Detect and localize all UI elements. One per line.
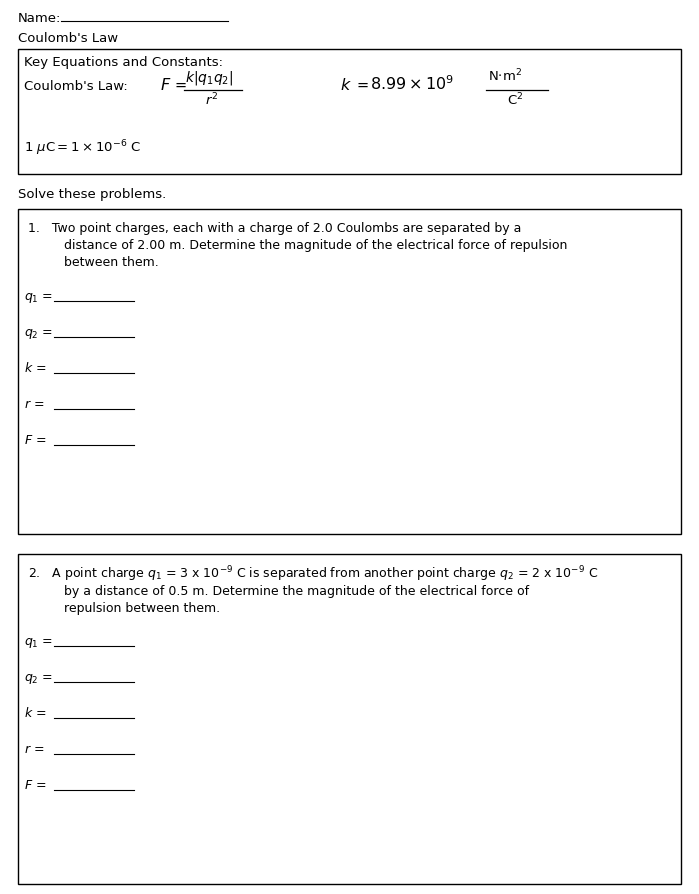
Text: by a distance of 0.5 m. Determine the magnitude of the electrical force of: by a distance of 0.5 m. Determine the ma… xyxy=(64,585,529,597)
Text: $\mathrm{C^2}$: $\mathrm{C^2}$ xyxy=(507,91,524,108)
Text: =: = xyxy=(356,78,368,93)
Text: distance of 2.00 m. Determine the magnitude of the electrical force of repulsion: distance of 2.00 m. Determine the magnit… xyxy=(64,239,568,252)
Text: $r$ =: $r$ = xyxy=(24,398,44,410)
Text: $q_1$ =: $q_1$ = xyxy=(24,291,53,305)
Text: between them.: between them. xyxy=(64,256,159,269)
Text: Coulomb's Law: Coulomb's Law xyxy=(18,32,118,45)
Text: $q_1$ =: $q_1$ = xyxy=(24,636,53,649)
Text: Key Equations and Constants:: Key Equations and Constants: xyxy=(24,56,223,69)
Text: $k$ =: $k$ = xyxy=(24,705,46,719)
Text: 1.   Two point charges, each with a charge of 2.0 Coulombs are separated by a: 1. Two point charges, each with a charge… xyxy=(28,222,521,235)
Text: Name:: Name: xyxy=(18,12,62,25)
Text: $\mathrm{N{\cdot}m^2}$: $\mathrm{N{\cdot}m^2}$ xyxy=(488,67,522,84)
Text: $F$ =: $F$ = xyxy=(24,778,46,791)
Text: repulsion between them.: repulsion between them. xyxy=(64,602,220,614)
Text: Solve these problems.: Solve these problems. xyxy=(18,188,166,201)
Text: =: = xyxy=(174,78,186,93)
Text: $k$: $k$ xyxy=(340,77,352,93)
Text: $q_2$ =: $q_2$ = xyxy=(24,671,53,685)
Bar xyxy=(18,210,681,535)
Text: $F$ =: $F$ = xyxy=(24,434,46,446)
Text: 2.   A point charge $q_1$ = 3 x 10$^{-9}$ C is separated from another point char: 2. A point charge $q_1$ = 3 x 10$^{-9}$ … xyxy=(28,563,598,583)
Text: $k$ =: $k$ = xyxy=(24,360,46,375)
Text: $r$ =: $r$ = xyxy=(24,742,44,755)
Text: $r^2$: $r^2$ xyxy=(205,91,218,108)
Text: $k|q_1q_2|$: $k|q_1q_2|$ xyxy=(185,69,233,87)
Text: $q_2$ =: $q_2$ = xyxy=(24,326,53,341)
Bar xyxy=(18,50,681,175)
Text: $8.99 \times 10^9$: $8.99 \times 10^9$ xyxy=(370,74,454,93)
Bar xyxy=(18,554,681,884)
Text: $1\ \mu\mathrm{C} = 1 \times 10^{-6}\ \mathrm{C}$: $1\ \mu\mathrm{C} = 1 \times 10^{-6}\ \m… xyxy=(24,138,141,157)
Text: Coulomb's Law:: Coulomb's Law: xyxy=(24,80,128,93)
Text: $\mathit{F}$: $\mathit{F}$ xyxy=(160,77,171,93)
